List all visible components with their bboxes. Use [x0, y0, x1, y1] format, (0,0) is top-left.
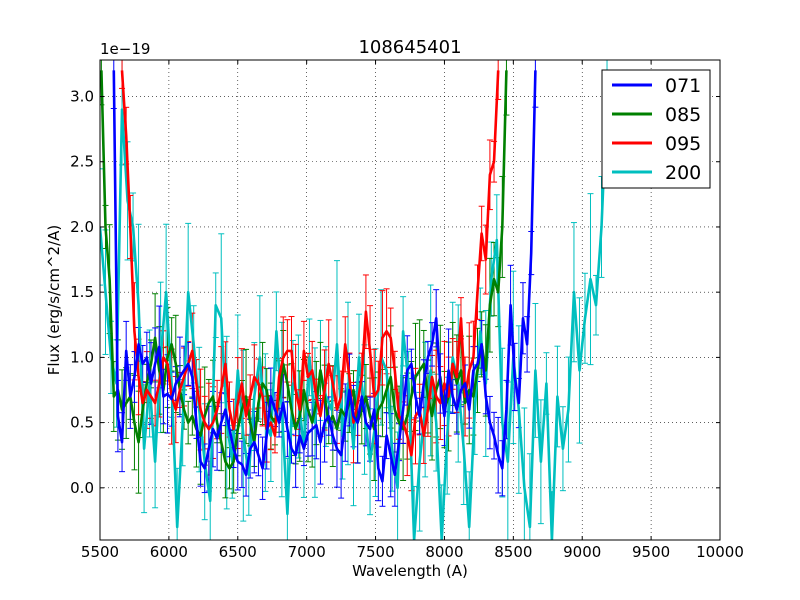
series-line-095 [120, 70, 500, 457]
legend-box [601, 69, 711, 189]
plot-frame [99, 59, 721, 541]
legend: 071 085 095 200 [601, 69, 711, 189]
x-tick-label: 9000 [563, 543, 601, 561]
y-offset-text: 1e−19 [100, 40, 150, 58]
x-tick-label: 8500 [494, 543, 532, 561]
legend-label-071: 071 [665, 75, 701, 97]
x-axis-label: Wavelength (A) [352, 562, 468, 580]
legend-label-085: 085 [665, 104, 701, 126]
legend-label-095: 095 [665, 133, 701, 155]
x-tick-label: 6000 [150, 543, 188, 561]
y-tick-label: 0.0 [70, 479, 94, 497]
x-tick-label: 10000 [696, 543, 744, 561]
x-tick-label: 7500 [356, 543, 394, 561]
legend-label-200: 200 [665, 162, 701, 184]
x-tick-label: 5500 [81, 543, 119, 561]
x-tick-label: 8000 [425, 543, 463, 561]
y-tick-labels: 0.0 0.5 1.0 1.5 2.0 2.5 3.0 [70, 88, 94, 497]
y-tick-label: 1.5 [70, 283, 94, 301]
x-tick-label: 7000 [288, 543, 326, 561]
y-tick-label: 0.5 [70, 414, 94, 432]
x-tick-label: 9500 [632, 543, 670, 561]
x-tick-labels: 5500 6000 6500 7000 7500 8000 8500 9000 9500 1000… [81, 543, 744, 561]
y-axis-label: Flux (erg/s/cm^2/A) [45, 225, 63, 376]
series-line-071 [112, 70, 537, 483]
y-tick-label: 3.0 [70, 88, 94, 106]
chart-title: 108645401 [358, 37, 461, 58]
ticks [99, 60, 721, 540]
x-tick-label: 6500 [219, 543, 257, 561]
y-tick-label: 2.5 [70, 153, 94, 171]
series-lines [100, 70, 609, 540]
y-tick-label: 2.0 [70, 218, 94, 236]
y-tick-label: 1.0 [70, 348, 94, 366]
